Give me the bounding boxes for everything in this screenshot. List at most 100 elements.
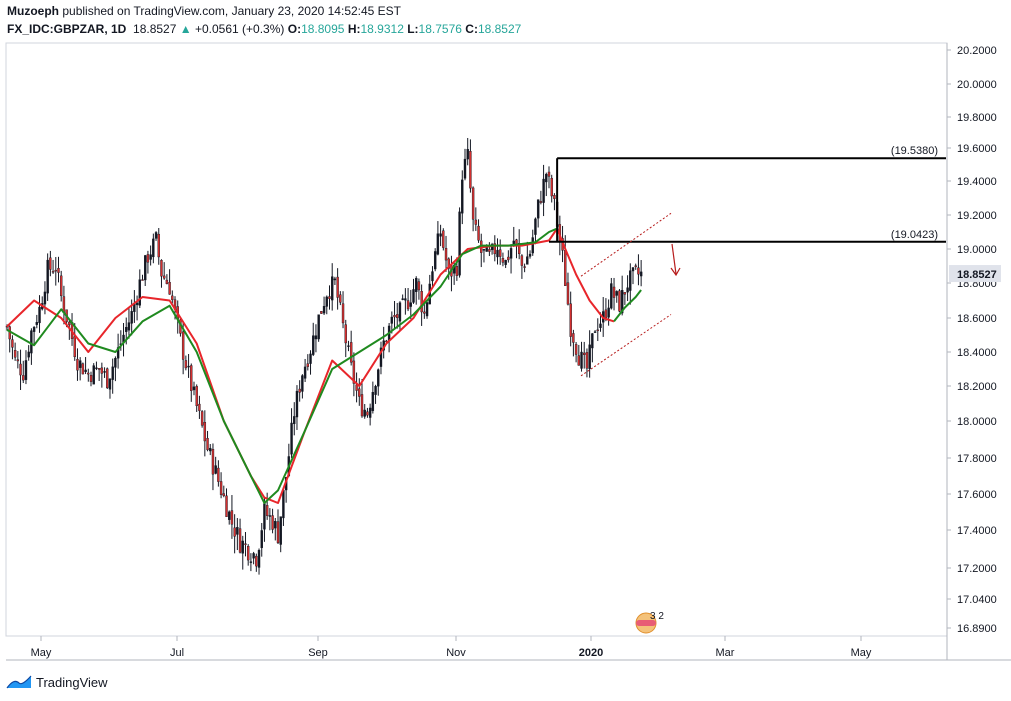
candle-body [352,360,356,384]
candle-body [526,256,529,265]
price-axis[interactable]: 20.2000 20.0000 19.8000 19.6000 19.4000 19.20… [947,45,1001,635]
candle-body [290,422,293,455]
candle-body [347,345,350,347]
candle-body [461,179,464,214]
price-tick-label: 18.2000 [957,381,997,393]
candle-body [263,503,266,530]
candle-body [236,527,239,535]
publisher-name[interactable]: Muzoeph [7,4,59,18]
candle-body [379,347,383,367]
price-tick-label: 17.4000 [957,525,997,537]
candle-body [501,258,505,263]
tradingview-logo-icon [6,675,32,689]
candle-body [46,259,49,294]
candle-body [398,302,402,322]
price-tick-label: 19.4000 [957,176,997,188]
candle-body [591,333,594,349]
last-price-text: 18.8527 [133,22,177,36]
channel-lower-line[interactable] [580,314,672,377]
candle-body [564,250,567,286]
candle-body [252,553,255,559]
close-label: C: [465,22,478,36]
time-tick-label: Sep [308,647,328,659]
candle-body [417,281,421,291]
candle-body [217,467,220,482]
symbol-label[interactable]: FX_IDC:GBPZAR, 1D [7,22,127,36]
events-badge[interactable]: 3 2 [635,611,664,634]
candle-body [130,311,133,324]
candle-body [84,369,87,373]
candle-body [73,336,76,358]
candle-body [141,279,144,281]
candle-body [355,384,358,391]
candle-body [423,311,426,314]
candle-body [211,449,215,475]
candle-body [103,371,106,373]
candle-body [401,298,404,300]
time-axis[interactable]: May Jul Sep Nov 2020 Mar May [31,636,872,659]
price-tick-label: 19.8000 [957,112,997,124]
last-price-label: 18.8527 [957,269,997,281]
candle-body [577,355,581,366]
candle-body [439,233,442,237]
candle-body [639,271,643,277]
candle-body [520,255,524,266]
candle-body [162,275,166,279]
candle-body [16,359,20,362]
candle-body [249,561,253,563]
drawing-layer[interactable]: (19.5380) (19.0423) [549,145,946,377]
candle-body [301,375,304,392]
candle-body [246,546,250,561]
down-arrow-shaft [671,243,677,275]
candle-body [160,259,163,277]
tradingview-brand: TradingView [36,674,108,690]
candle-body [442,230,445,248]
candle-body [393,315,396,318]
candle-body [631,267,635,272]
candle-body [312,335,315,355]
publish-info: Muzoeph published on TradingView.com, Ja… [7,4,401,18]
candle-body [43,291,47,305]
candle-body [629,270,632,291]
time-tick-label: Nov [446,647,466,659]
candle-body [244,543,247,545]
candle-body [293,416,296,425]
tradingview-footer[interactable]: TradingView [6,674,108,690]
candle-body [125,327,128,332]
events-flag-stripe [636,620,656,626]
candle-body [344,324,347,344]
candle-body [154,232,158,239]
candle-body [274,521,277,529]
plot-frame [5,42,948,637]
candle-body [325,296,328,307]
price-tick-label: 17.8000 [957,453,997,465]
candle-body [634,265,637,267]
price-tick-label: 19.6000 [957,143,997,155]
candle-body [97,368,101,370]
price-tick-label: 18.4000 [957,347,997,359]
candle-body [54,269,57,272]
candle-body [531,237,534,254]
time-tick-label: May [31,647,52,659]
candle-body [171,295,174,300]
candle-body [30,330,33,354]
candle-body [168,282,171,295]
time-tick-label: May [851,647,872,659]
low-label: L: [407,22,419,36]
price-tick-label: 16.8900 [957,623,997,635]
down-arrow-icon[interactable] [670,267,681,277]
candle-body [436,233,440,255]
channel-upper-line[interactable] [580,212,672,277]
candle-body [198,403,201,411]
moving-averages-layer [6,227,642,504]
candle-body [89,375,93,382]
candle-body [209,447,212,452]
candles-layer [5,137,643,575]
candle-body [333,278,337,281]
candle-body [615,291,618,296]
candle-body [24,360,28,380]
candle-body [406,300,410,310]
candle-body [463,158,467,179]
candle-body [585,352,589,369]
